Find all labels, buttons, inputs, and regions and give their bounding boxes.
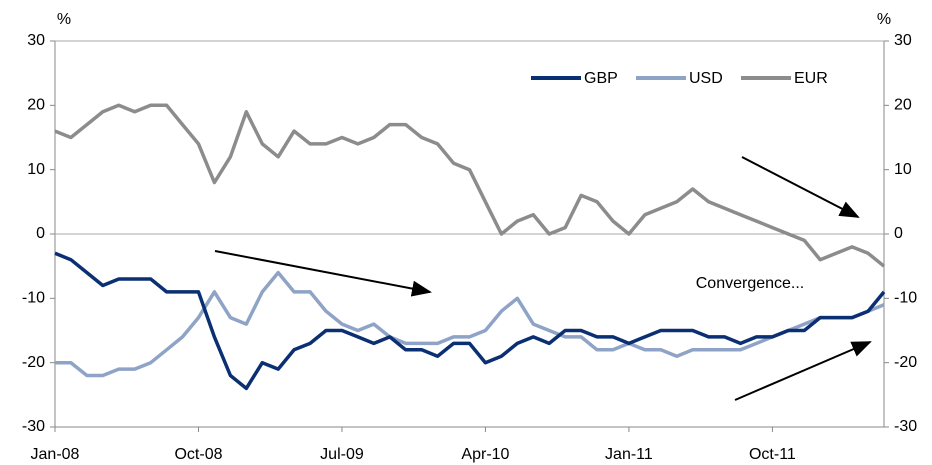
y-tick-label: 10 <box>27 161 45 178</box>
legend-label: EUR <box>794 70 828 87</box>
arrow <box>214 250 432 297</box>
x-tick-label: Jan-08 <box>31 446 80 463</box>
y-tick-label: 30 <box>27 32 45 49</box>
arrow <box>734 341 872 401</box>
y-tick-label: 0 <box>36 225 45 242</box>
y2-tick-label: -10 <box>894 290 917 307</box>
y2-tick-label: -20 <box>894 354 917 371</box>
y-axis-label: % <box>57 11 71 28</box>
series-line <box>54 103 886 268</box>
legend-label: GBP <box>584 70 618 87</box>
y-tick-label: -30 <box>22 418 45 435</box>
series-line <box>55 270 885 378</box>
arrow <box>741 156 860 218</box>
x-tick-label: Jan-11 <box>605 446 653 463</box>
x-tick-label: Apr-10 <box>461 446 509 463</box>
y-tick-label: -10 <box>22 290 45 307</box>
legend-label: USD <box>689 70 723 87</box>
y-tick-label: 20 <box>27 97 45 114</box>
annotation: Convergence... <box>696 275 805 292</box>
y2-tick-label: 0 <box>894 225 903 242</box>
y2-axis-label: % <box>877 11 891 28</box>
series-line <box>54 251 886 391</box>
y2-tick-label: -30 <box>894 418 917 435</box>
x-tick-label: Oct-11 <box>749 446 796 463</box>
y-tick-label: -20 <box>22 354 45 371</box>
x-tick-label: Jul-09 <box>320 446 364 463</box>
x-tick-label: Oct-08 <box>174 446 222 463</box>
y2-tick-label: 10 <box>894 161 912 178</box>
y2-tick-label: 20 <box>894 97 912 114</box>
y2-tick-label: 30 <box>894 32 912 49</box>
